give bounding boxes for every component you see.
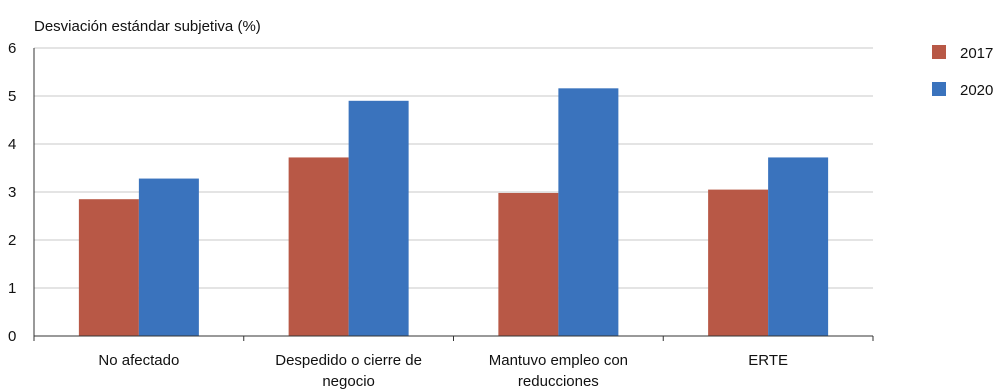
bars: [78, 88, 829, 336]
bar-2020: [138, 178, 199, 336]
y-tick-label: 5: [8, 88, 16, 105]
x-category-label: Mantuvo empleo con reducciones: [489, 352, 628, 390]
legend-swatch-2020: [932, 82, 946, 96]
legend-label-2017: 2017: [960, 45, 993, 62]
y-tick-label: 6: [8, 40, 16, 57]
y-axis-title: Desviación estándar subjetiva (%): [34, 18, 261, 35]
x-category-label: Despedido o cierre de negocio: [275, 352, 422, 390]
x-category-label: No afectado: [98, 352, 179, 369]
y-tick-label: 2: [8, 232, 16, 249]
bar-2020: [348, 100, 409, 336]
y-tick-label: 3: [8, 184, 16, 201]
x-category-label: ERTE: [748, 352, 788, 369]
y-tick-labels: 0 1 2 3 4 5 6: [8, 40, 16, 345]
x-category-labels: No afectado Despedido o cierre de negocio M…: [98, 352, 788, 390]
legend-label-2020: 2020: [960, 82, 993, 99]
bar-2017: [288, 157, 349, 336]
bar-2017: [708, 189, 769, 336]
bar-2017: [498, 192, 559, 336]
y-tick-label: 1: [8, 280, 16, 297]
y-tick-label: 0: [8, 328, 16, 345]
y-tick-label: 4: [8, 136, 16, 153]
legend-swatch-2017: [932, 45, 946, 59]
bar-2020: [558, 88, 619, 336]
legend: 2017 2020: [932, 45, 993, 99]
bar-2017: [78, 199, 139, 336]
axes: [33, 48, 874, 341]
bar-2020: [768, 157, 829, 336]
